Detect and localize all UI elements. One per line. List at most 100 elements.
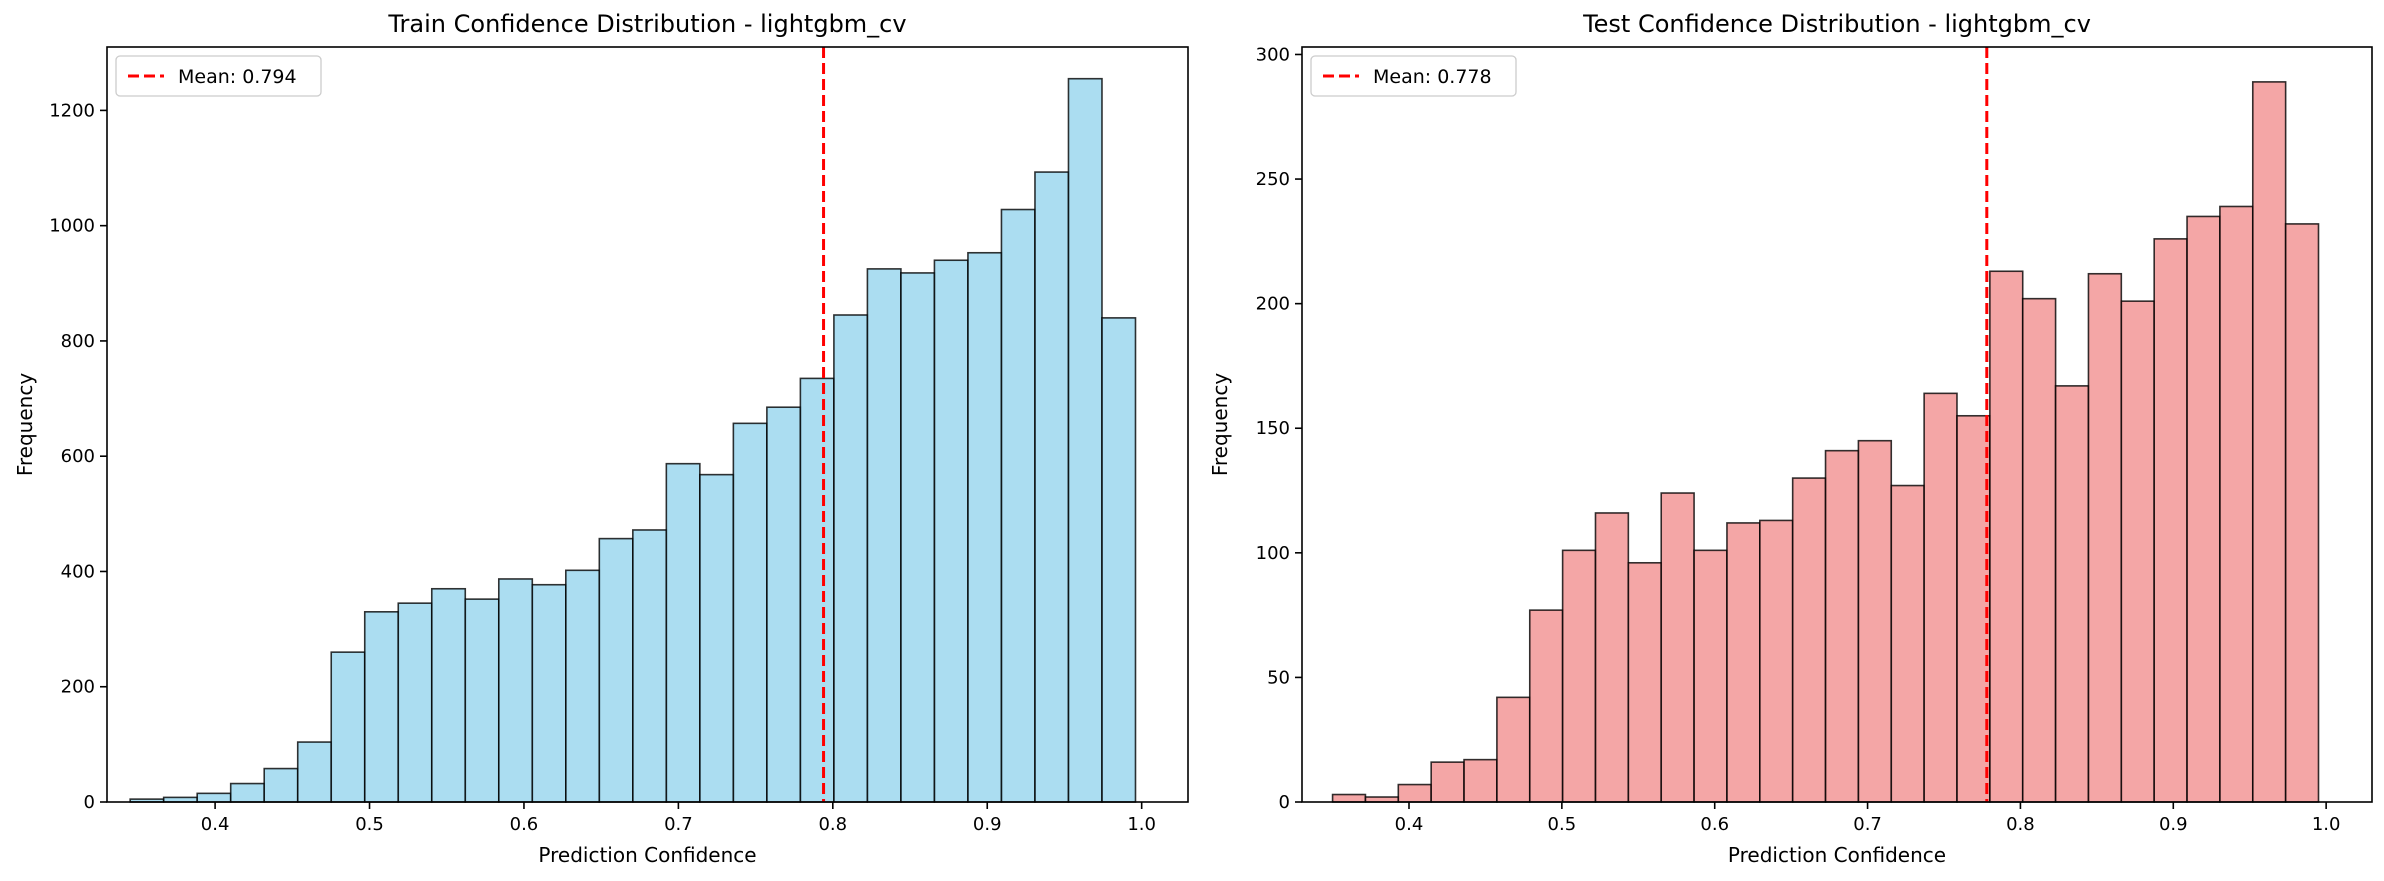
- histogram-bar: [2087, 272, 2123, 803]
- histogram-bar: [1000, 208, 1036, 803]
- chart-title: Train Confidence Distribution - lightgbm…: [387, 10, 906, 38]
- y-tick-label: 400: [61, 561, 95, 582]
- y-tick-label: 50: [1267, 667, 1290, 688]
- axes-frame: [106, 46, 1189, 803]
- y-tick-label: 1000: [49, 216, 95, 237]
- x-axis-label: Prediction Confidence: [538, 843, 756, 867]
- x-tick-label: 1.0: [2312, 814, 2341, 835]
- histogram-bar: [1791, 477, 1827, 803]
- x-tick-label: 1.0: [1127, 814, 1156, 835]
- histogram-bar: [1890, 484, 1925, 803]
- histogram-bar: [363, 611, 400, 803]
- x-tick-label: 0.6: [510, 814, 539, 835]
- chart-title: Test Confidence Distribution - lightgbm_…: [1582, 10, 2091, 38]
- histogram-bar: [1759, 519, 1794, 803]
- histogram-bar: [1463, 758, 1498, 803]
- histogram-bar: [632, 529, 668, 803]
- histogram-bar: [196, 792, 232, 803]
- legend-box: [1310, 55, 1517, 97]
- histogram-bar: [497, 578, 534, 803]
- x-axis-label: Prediction Confidence: [1728, 843, 1946, 867]
- histogram-bar: [2186, 215, 2221, 803]
- histogram-bar: [1397, 783, 1432, 803]
- y-tick-label: 250: [1256, 169, 1290, 190]
- histogram-bar: [1923, 392, 1958, 803]
- histogram-bar: [967, 251, 1003, 803]
- histogram-bar: [1528, 609, 1564, 803]
- histogram-bar: [2120, 300, 2155, 803]
- histogram-bar: [2054, 385, 2090, 803]
- x-tick-label: 0.4: [201, 814, 230, 835]
- y-tick-label: 100: [1256, 543, 1290, 564]
- histogram-bar: [2284, 223, 2320, 803]
- histogram-bar: [2021, 297, 2057, 803]
- histogram-bar: [799, 377, 835, 803]
- histogram-bar: [766, 406, 802, 803]
- histogram-bar: [2153, 238, 2188, 803]
- histogram-bar: [598, 537, 634, 803]
- histogram-bar: [1857, 439, 1893, 803]
- x-tick-label: 0.4: [1395, 814, 1424, 835]
- histogram-bar: [1034, 171, 1070, 803]
- axes-frame: [1301, 46, 2373, 803]
- test-histogram-panel: 0.4 0.5 0.6 0.7 0.8 0.9 1.0 0 50 100 150 200 250 300 T…: [1208, 10, 2373, 867]
- y-tick-label: 200: [61, 677, 95, 698]
- y-tick-label: 200: [1256, 294, 1290, 315]
- histogram-bar: [866, 268, 902, 803]
- y-axis-label: Frequency: [1208, 373, 1232, 476]
- y-tick-label: 1200: [49, 100, 95, 121]
- legend-label: Mean: 0.794: [178, 66, 297, 88]
- histogram-bar: [1726, 522, 1761, 803]
- x-tick-label: 0.7: [1853, 814, 1882, 835]
- x-tick-label: 0.9: [973, 814, 1002, 835]
- histogram-bar: [464, 598, 500, 803]
- histogram-bar: [1693, 549, 1728, 803]
- y-tick-label: 0: [1279, 792, 1290, 813]
- histogram-bar: [2219, 205, 2254, 803]
- legend-label: Mean: 0.778: [1373, 66, 1492, 88]
- x-tick-label: 0.7: [664, 814, 693, 835]
- histogram-bar: [1067, 77, 1103, 803]
- histogram-bar: [397, 602, 433, 803]
- train-histogram-panel: 0.4 0.5 0.6 0.7 0.8 0.9 1.0 0 200 400 600 800 1000 12…: [13, 10, 1189, 867]
- y-tick-label: 150: [1256, 418, 1290, 439]
- histogram-bar: [1989, 270, 2024, 803]
- histogram-bar: [1824, 449, 1860, 803]
- histogram-bar: [1101, 317, 1137, 803]
- histogram-bar: [430, 587, 467, 803]
- x-tick-label: 0.5: [1548, 814, 1577, 835]
- histogram-bar: [1956, 414, 1991, 803]
- histogram-bar: [1561, 549, 1597, 803]
- y-tick-label: 0: [84, 792, 95, 813]
- y-tick-label: 600: [61, 446, 95, 467]
- histogram-bar: [933, 259, 969, 803]
- histogram-bar: [565, 569, 601, 803]
- x-tick-label: 0.6: [1700, 814, 1729, 835]
- y-axis-label: Frequency: [13, 373, 37, 476]
- histogram-bar: [699, 473, 735, 803]
- x-tick-label: 0.5: [355, 814, 384, 835]
- histogram-bar: [1430, 761, 1465, 803]
- x-tick-label: 0.9: [2159, 814, 2188, 835]
- histogram-bar: [531, 583, 567, 803]
- histogram-bar: [1496, 696, 1531, 803]
- x-tick-label: 0.8: [818, 814, 847, 835]
- histogram-bar: [2251, 81, 2287, 803]
- histogram-bar: [665, 462, 701, 803]
- y-tick-label: 800: [61, 331, 95, 352]
- histogram-bar: [732, 422, 768, 803]
- histogram-bar: [263, 767, 299, 803]
- histogram-bar: [296, 741, 333, 803]
- x-tick-label: 0.8: [2006, 814, 2035, 835]
- histogram-bar: [1660, 492, 1695, 803]
- histogram-bar: [1331, 793, 1367, 803]
- histogram-bar: [330, 651, 366, 803]
- histogram-bar: [833, 314, 869, 803]
- histogram-bar: [1594, 512, 1630, 803]
- y-tick-label: 300: [1256, 44, 1290, 65]
- legend-box: [115, 55, 322, 97]
- histogram-bar: [900, 272, 936, 803]
- histogram-bar: [1627, 561, 1663, 803]
- histogram-bar: [229, 782, 266, 803]
